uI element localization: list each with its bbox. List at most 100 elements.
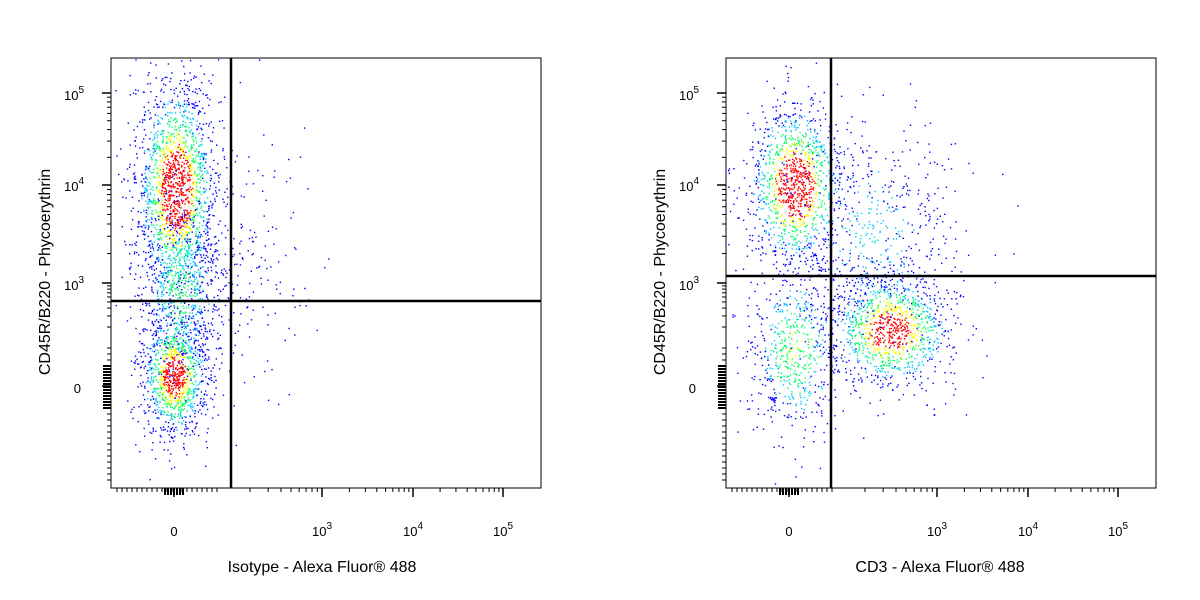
event-dot xyxy=(174,145,176,147)
event-dot xyxy=(204,354,206,357)
event-dot xyxy=(799,214,801,216)
event-dot xyxy=(154,320,156,323)
event-dot xyxy=(153,343,155,345)
event-dot xyxy=(162,138,164,140)
event-dot xyxy=(183,200,185,202)
event-dot xyxy=(169,414,171,417)
event-dot xyxy=(149,405,151,408)
event-dot xyxy=(181,238,183,240)
event-dot xyxy=(171,101,173,103)
event-dot xyxy=(153,389,156,392)
event-dot xyxy=(151,359,153,361)
event-dot xyxy=(163,307,165,309)
event-dot xyxy=(738,187,740,189)
event-dot xyxy=(172,186,175,188)
event-dot xyxy=(168,191,170,194)
event-dot xyxy=(192,253,194,255)
event-dot xyxy=(147,404,149,406)
event-dot xyxy=(178,382,180,384)
event-dot xyxy=(759,150,762,152)
event-dot xyxy=(155,332,157,334)
event-dot xyxy=(183,349,185,351)
event-dot xyxy=(164,428,166,431)
event-dot xyxy=(232,292,234,294)
event-dot xyxy=(152,430,154,432)
event-dot xyxy=(175,129,178,131)
event-dot xyxy=(779,150,781,152)
event-dot xyxy=(151,310,154,312)
event-dot xyxy=(164,180,166,183)
event-dot xyxy=(194,172,196,174)
event-dot xyxy=(810,191,812,193)
event-dot xyxy=(134,362,136,364)
event-dot xyxy=(824,202,826,205)
event-dot xyxy=(827,238,830,241)
event-dot xyxy=(180,374,182,376)
event-dot xyxy=(214,243,216,245)
event-dot xyxy=(217,163,219,165)
event-dot xyxy=(771,127,773,129)
event-dot xyxy=(136,363,139,365)
event-dot xyxy=(195,354,197,357)
event-dot xyxy=(817,154,819,157)
event-dot xyxy=(258,265,261,267)
event-dot xyxy=(169,224,171,227)
event-dot xyxy=(151,210,153,212)
event-dot xyxy=(147,390,149,393)
event-dot xyxy=(213,329,215,331)
event-dot xyxy=(167,176,169,178)
event-dot xyxy=(180,216,182,218)
event-dot xyxy=(151,432,153,434)
event-dot xyxy=(212,308,214,310)
event-dot xyxy=(172,285,174,287)
event-dot xyxy=(157,298,159,301)
event-dot xyxy=(808,180,810,182)
event-dot xyxy=(196,174,198,176)
event-dot xyxy=(190,211,192,213)
event-dot xyxy=(165,218,168,220)
event-dot xyxy=(168,379,171,382)
event-dot xyxy=(819,119,821,121)
event-dot xyxy=(163,449,165,451)
event-dot xyxy=(177,252,180,254)
event-dot xyxy=(752,124,754,127)
event-dot xyxy=(162,407,164,409)
event-dot xyxy=(206,348,208,351)
event-dot xyxy=(152,186,154,188)
event-dot xyxy=(168,175,170,177)
event-dot xyxy=(182,316,184,318)
event-dot xyxy=(144,387,146,389)
event-dot xyxy=(167,303,170,305)
event-dot xyxy=(204,262,207,264)
event-dot xyxy=(178,264,180,267)
event-dot xyxy=(163,410,165,412)
event-dot xyxy=(807,122,810,124)
event-dot xyxy=(198,253,201,255)
event-dot xyxy=(804,225,806,228)
event-dot xyxy=(177,343,179,346)
event-dot xyxy=(812,136,815,138)
event-dot xyxy=(174,397,176,399)
event-dot xyxy=(176,155,178,157)
event-dot xyxy=(776,204,778,206)
event-dot xyxy=(216,309,218,312)
event-dot xyxy=(239,297,242,299)
event-dot xyxy=(197,364,199,366)
event-dot xyxy=(163,383,165,385)
event-dot xyxy=(167,131,169,133)
event-dot xyxy=(169,301,172,303)
event-dot xyxy=(214,393,216,396)
event-dot xyxy=(798,195,800,197)
event-dot xyxy=(182,220,185,223)
event-dot xyxy=(174,333,176,336)
event-dot xyxy=(202,266,204,268)
event-dot xyxy=(169,269,172,272)
event-dot xyxy=(193,392,195,394)
event-dot xyxy=(200,65,202,67)
event-dot xyxy=(175,374,177,376)
event-dot xyxy=(182,120,184,122)
event-dot xyxy=(198,292,201,294)
event-dot xyxy=(180,235,182,237)
event-dot xyxy=(160,249,162,252)
event-dot xyxy=(782,220,784,223)
